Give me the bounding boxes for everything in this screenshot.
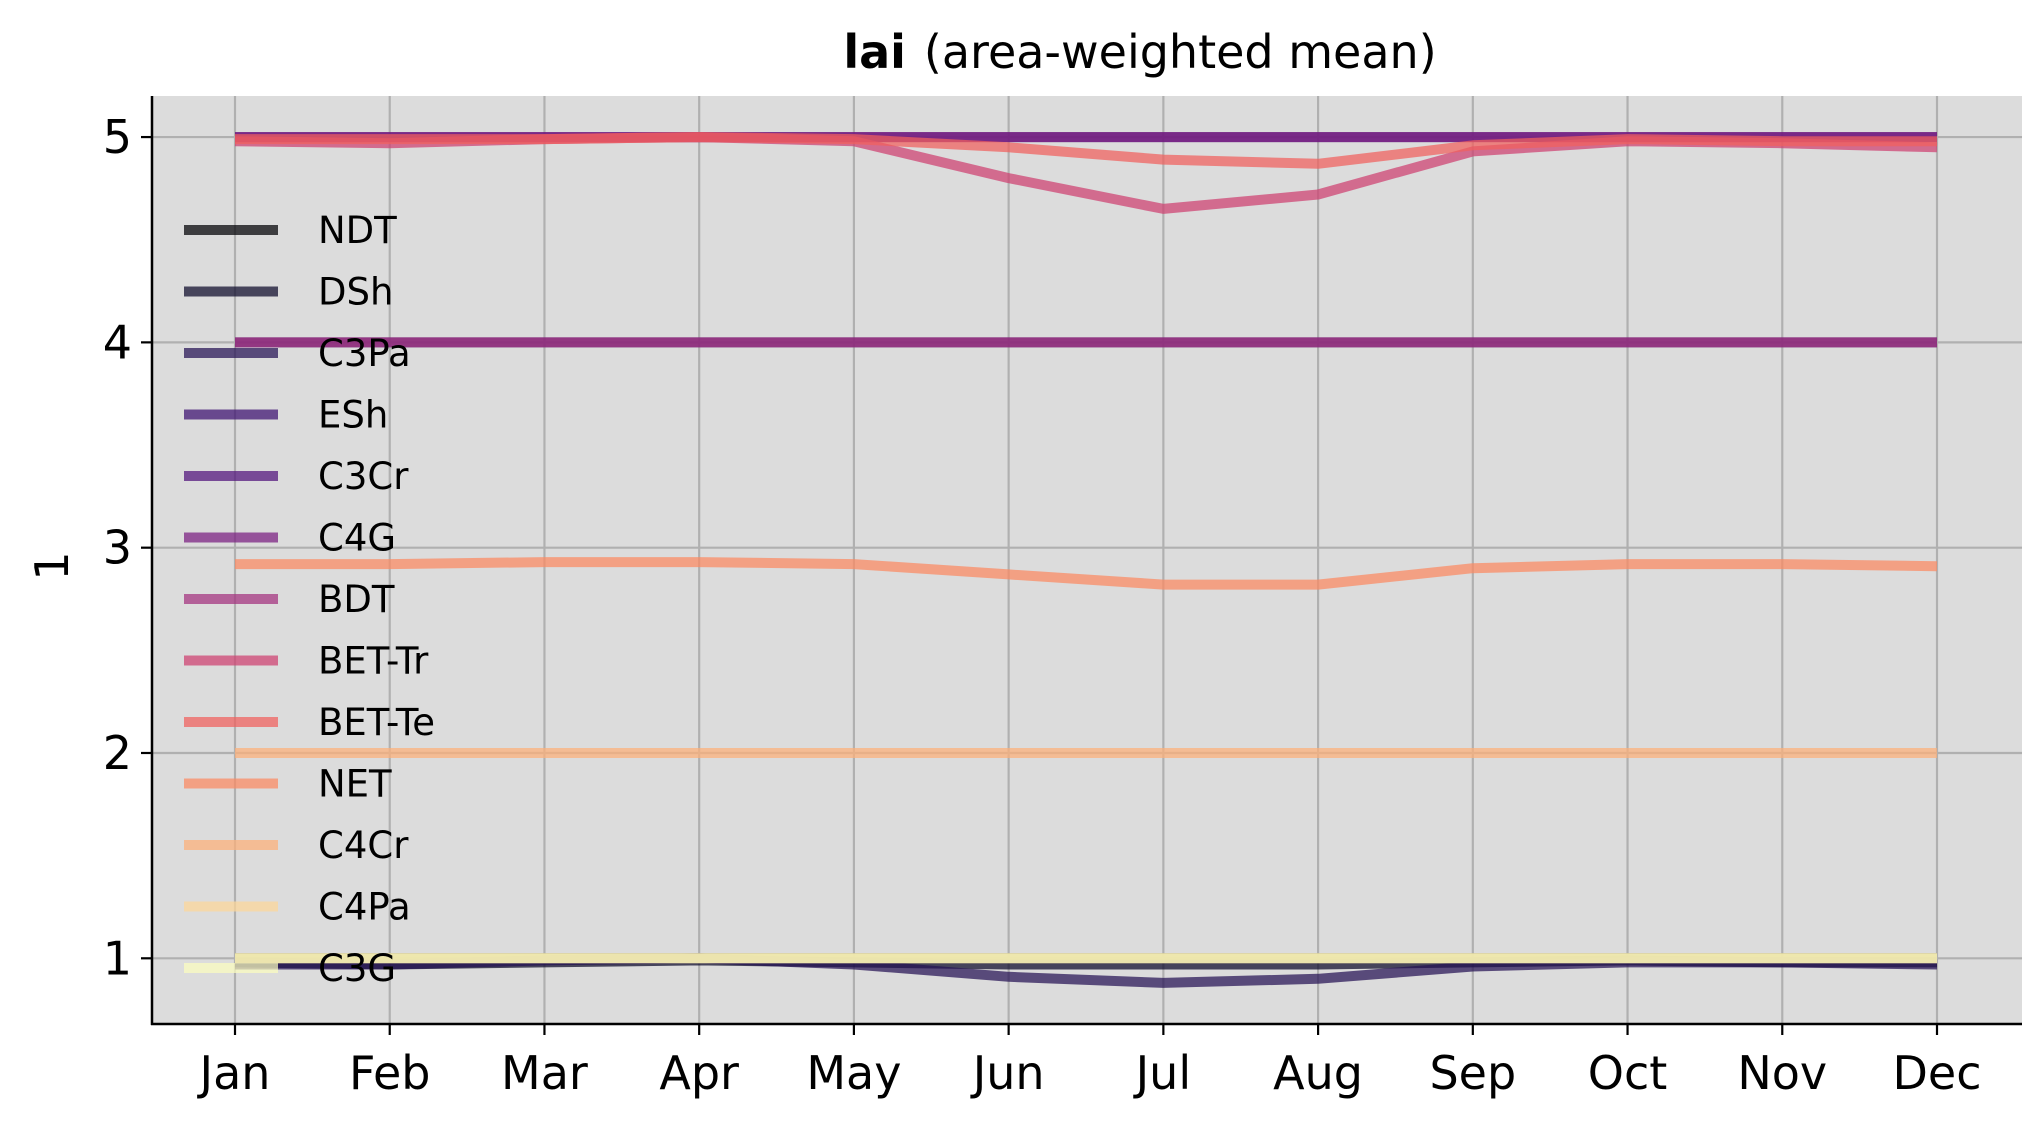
series-line-net <box>235 557 1938 590</box>
legend-item: ESh <box>184 394 388 437</box>
x-tick-label: Apr <box>659 1046 739 1100</box>
y-tick-label: 4 <box>103 315 132 369</box>
legend-item: C4G <box>184 517 396 560</box>
legend-label: BET-Tr <box>318 640 429 683</box>
legend-label: ESh <box>318 394 388 437</box>
legend-label: BET-Te <box>318 701 435 744</box>
x-tick-label: Dec <box>1892 1046 1981 1100</box>
series-lines <box>234 132 1938 988</box>
chart-title: lai (area-weighted mean) <box>843 25 1436 79</box>
legend-label: NET <box>318 763 392 806</box>
series-line-bet-te <box>235 132 1937 169</box>
legend-item: NET <box>184 763 392 806</box>
x-tick-label: Jun <box>970 1046 1045 1100</box>
y-axis-label: 1 <box>25 551 79 580</box>
y-tick-label: 3 <box>103 521 132 575</box>
chart-subtitle: (area-weighted mean) <box>924 25 1437 79</box>
legend-item: BET-Te <box>184 701 435 744</box>
legend-item: BDT <box>184 578 395 621</box>
x-tick-label: Jul <box>1133 1046 1192 1100</box>
x-tick-label: Mar <box>501 1046 588 1100</box>
legend-label: DSh <box>318 271 393 314</box>
legend: NDT DSh C3Pa ESh C3Cr C4G BDT BET-Tr BET-Te NET C4… <box>184 209 435 990</box>
chart-title-main: lai <box>843 25 906 79</box>
legend-label: C4Cr <box>318 824 409 867</box>
y-tick-label: 2 <box>103 726 132 780</box>
legend-label: BDT <box>318 578 395 621</box>
y-axis-ticks: 1 2 3 4 5 <box>103 110 152 985</box>
legend-label: NDT <box>318 209 397 252</box>
legend-item: NDT <box>184 209 397 252</box>
y-tick-label: 5 <box>103 110 132 164</box>
legend-item: C4Cr <box>184 824 409 867</box>
x-tick-label: Feb <box>349 1046 430 1100</box>
x-tick-label: Nov <box>1737 1046 1827 1100</box>
legend-item: C3G <box>184 947 396 990</box>
legend-label: C3G <box>318 947 396 990</box>
y-tick-label: 1 <box>103 931 132 985</box>
legend-item: BET-Tr <box>184 640 429 683</box>
legend-label: C4Pa <box>318 886 411 929</box>
legend-label: C3Pa <box>318 332 411 375</box>
axes <box>150 96 2022 1026</box>
x-tick-label: May <box>806 1046 901 1100</box>
x-axis-ticks: Jan Feb Mar Apr May Jun Jul Aug Sep Oct Nov Dec <box>197 1024 1982 1100</box>
x-tick-label: Aug <box>1273 1046 1363 1100</box>
legend-label: C3Cr <box>318 455 409 498</box>
legend-label: C4G <box>318 517 396 560</box>
legend-item: C4Pa <box>184 886 411 929</box>
x-tick-label: Jan <box>197 1046 271 1100</box>
legend-item: DSh <box>184 271 393 314</box>
legend-item: C3Pa <box>184 332 411 375</box>
x-tick-label: Sep <box>1429 1046 1516 1100</box>
x-tick-label: Oct <box>1588 1046 1668 1100</box>
legend-item: C3Cr <box>184 455 409 498</box>
